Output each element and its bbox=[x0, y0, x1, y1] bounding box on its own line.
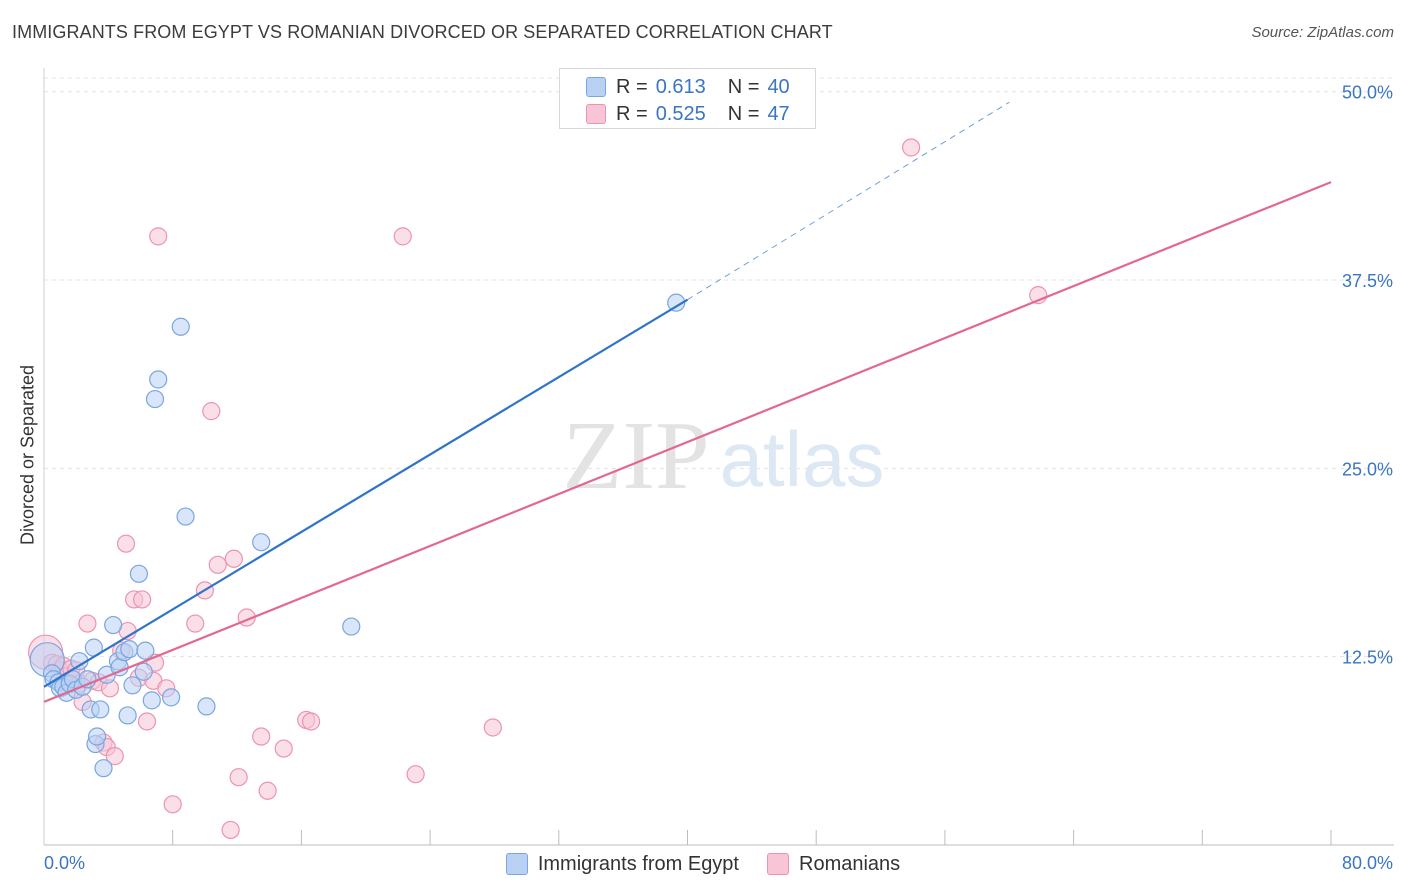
point-blue-30 bbox=[142, 691, 161, 710]
point-pink-35 bbox=[224, 549, 243, 568]
source-label: Source: ZipAtlas.com bbox=[1251, 24, 1394, 41]
point-pink-42 bbox=[301, 712, 321, 731]
legend-swatch-pink bbox=[767, 853, 789, 875]
point-pink-33 bbox=[208, 555, 227, 574]
point-pink-24 bbox=[137, 712, 157, 731]
watermark-atlas: atlas bbox=[720, 415, 885, 503]
tick-labels: 12.5% 25.0% 37.5% 50.0% 0.0% 80.0% bbox=[44, 83, 1393, 873]
legend-item-egypt[interactable]: Immigrants from Egypt bbox=[505, 852, 739, 876]
legend-stats: R = 0.613 N = 40 R = 0.525 N = 47 bbox=[559, 68, 816, 129]
series-immigrants-from-egypt bbox=[29, 293, 686, 778]
point-pink-27 bbox=[149, 227, 168, 246]
point-blue-17 bbox=[91, 700, 110, 719]
legend-swatch-pink bbox=[586, 104, 606, 124]
legend-n-label: N = bbox=[727, 102, 760, 125]
x-tick-label-min: 0.0% bbox=[44, 853, 85, 873]
y-tick-label: 50.0% bbox=[1342, 83, 1393, 103]
legend-n-value: 40 bbox=[767, 75, 790, 98]
legend-n-value: 47 bbox=[767, 102, 790, 125]
legend-n-label: N = bbox=[727, 75, 760, 98]
point-pink-29 bbox=[163, 795, 182, 814]
legend-r-label: R = bbox=[616, 102, 648, 125]
legend-series: Immigrants from Egypt Romanians bbox=[0, 851, 1406, 877]
point-pink-43 bbox=[393, 227, 412, 246]
y-tick-label: 12.5% bbox=[1342, 648, 1393, 668]
axes bbox=[43, 68, 1394, 846]
point-blue-39 bbox=[667, 293, 686, 312]
legend-swatch-blue bbox=[586, 77, 606, 97]
point-blue-34 bbox=[171, 317, 190, 336]
point-pink-23 bbox=[133, 590, 152, 609]
y-axis-label: Divorced or Separated bbox=[17, 364, 38, 546]
series-romanians bbox=[28, 138, 1048, 840]
point-blue-25 bbox=[118, 706, 137, 725]
point-blue-33 bbox=[161, 688, 181, 707]
point-blue-26 bbox=[123, 676, 142, 695]
legend-label-romanians: Romanians bbox=[799, 852, 901, 875]
legend-label-egypt: Immigrants from Egypt bbox=[537, 852, 739, 875]
watermark: ZIP atlas bbox=[563, 402, 885, 510]
point-blue-36 bbox=[197, 697, 216, 716]
regression-extension-egypt bbox=[687, 101, 1010, 301]
point-pink-34 bbox=[221, 820, 240, 840]
point-blue-31 bbox=[145, 389, 165, 409]
point-pink-40 bbox=[274, 739, 293, 758]
point-pink-39 bbox=[258, 781, 277, 800]
point-pink-38 bbox=[252, 727, 271, 746]
regression-lines bbox=[43, 101, 1332, 703]
x-tick-label-max: 80.0% bbox=[1342, 853, 1393, 873]
y-tick-label: 25.0% bbox=[1342, 459, 1393, 479]
legend-item-romanians[interactable]: Romanians bbox=[767, 853, 900, 876]
point-pink-19 bbox=[116, 534, 136, 553]
point-blue-35 bbox=[176, 507, 195, 526]
point-pink-36 bbox=[229, 768, 248, 787]
legend-r-value: 0.613 bbox=[655, 75, 706, 98]
point-blue-28 bbox=[134, 662, 153, 681]
y-tick-label: 37.5% bbox=[1342, 271, 1393, 291]
point-blue-29 bbox=[136, 641, 155, 660]
point-pink-46 bbox=[902, 138, 921, 157]
legend-row-romanians: R = 0.525 N = 47 bbox=[586, 101, 790, 127]
legend-row-egypt: R = 0.613 N = 40 bbox=[586, 74, 790, 100]
point-pink-11 bbox=[78, 614, 97, 633]
point-pink-30 bbox=[186, 614, 205, 633]
point-pink-45 bbox=[483, 718, 502, 737]
point-blue-32 bbox=[149, 370, 168, 389]
point-blue-16 bbox=[87, 727, 107, 746]
point-blue-20 bbox=[104, 615, 123, 635]
regression-line-egypt bbox=[43, 298, 689, 688]
point-blue-37 bbox=[252, 533, 271, 552]
watermark-zip: ZIP bbox=[563, 402, 710, 510]
point-pink-32 bbox=[202, 402, 221, 421]
point-pink-44 bbox=[406, 765, 425, 784]
legend-swatch-blue bbox=[505, 853, 528, 875]
grid-lines bbox=[44, 77, 1394, 658]
chart-title: IMMIGRANTS FROM EGYPT VS ROMANIAN DIVORC… bbox=[12, 22, 833, 42]
point-pink-17 bbox=[105, 747, 124, 766]
legend-r-value: 0.525 bbox=[655, 102, 706, 125]
point-blue-27 bbox=[129, 564, 149, 583]
regression-line-romanians bbox=[43, 181, 1332, 703]
point-blue-24 bbox=[120, 640, 139, 659]
point-blue-38 bbox=[342, 617, 361, 636]
legend-r-label: R = bbox=[616, 75, 648, 98]
point-blue-18 bbox=[94, 759, 113, 778]
